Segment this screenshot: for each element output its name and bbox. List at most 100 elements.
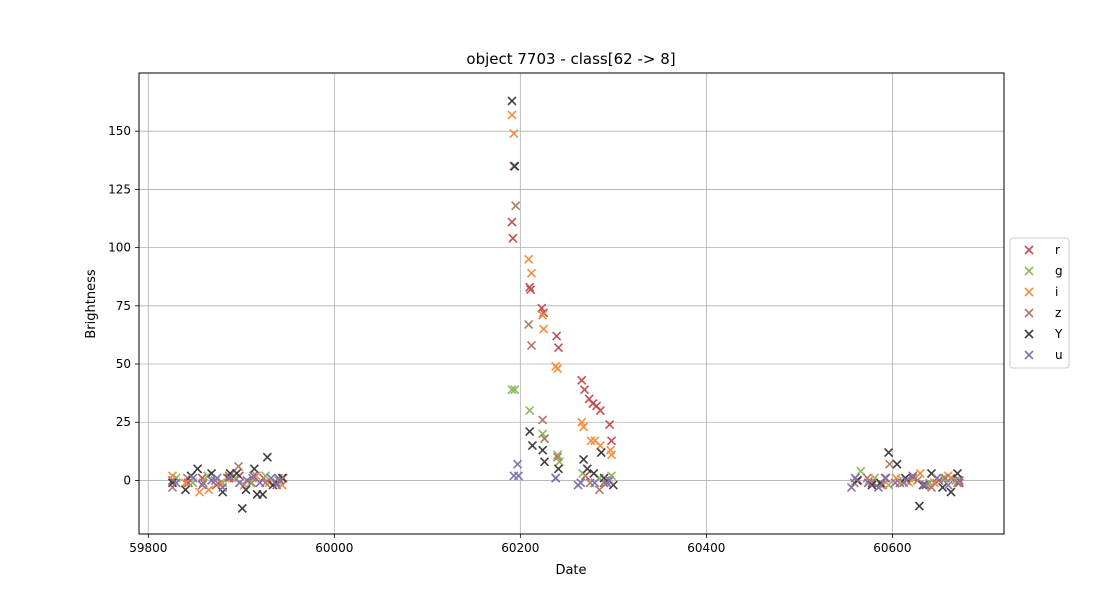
data-point-i xyxy=(507,110,517,120)
data-point-z xyxy=(198,478,208,488)
marker-stroke xyxy=(1024,308,1034,318)
data-point-i xyxy=(524,254,534,264)
marker-stroke xyxy=(590,436,600,446)
marker-stroke xyxy=(212,473,222,483)
marker-stroke xyxy=(204,485,214,495)
marker-stroke xyxy=(551,473,561,483)
marker-stroke xyxy=(507,217,517,227)
data-point-i xyxy=(526,268,537,278)
marker-stroke xyxy=(525,426,535,437)
data-point-u xyxy=(605,475,615,486)
marker-stroke xyxy=(590,478,600,488)
marker-stroke xyxy=(582,464,592,474)
legend-label-u: u xyxy=(1055,348,1063,362)
data-point-z xyxy=(233,461,244,472)
x-tick-label: 60200 xyxy=(501,541,539,555)
marker-stroke xyxy=(510,385,520,395)
marker-stroke xyxy=(507,96,517,106)
marker-stroke xyxy=(954,478,964,488)
data-point-u xyxy=(943,480,953,490)
series-g xyxy=(171,385,961,490)
y-tick-label: 75 xyxy=(116,299,131,313)
data-point-u xyxy=(850,473,860,483)
marker-stroke xyxy=(577,375,587,385)
data-point-z xyxy=(885,459,895,469)
data-point-g xyxy=(510,385,520,395)
x-tick-label: 60600 xyxy=(873,541,911,555)
marker-stroke xyxy=(247,473,258,483)
y-axis-label: Brightness xyxy=(84,269,99,338)
data-point-Y xyxy=(884,447,894,458)
marker-stroke xyxy=(926,468,937,479)
data-point-Y xyxy=(193,464,203,474)
data-point-u xyxy=(212,473,222,483)
marker-stroke xyxy=(856,466,866,476)
legend-marker-u xyxy=(1024,350,1034,360)
data-point-i xyxy=(539,324,549,334)
marker-stroke xyxy=(509,128,519,139)
x-tick-label: 60000 xyxy=(315,541,353,555)
marker-stroke xyxy=(577,417,587,427)
data-point-r xyxy=(552,331,562,341)
marker-stroke xyxy=(940,473,950,483)
marker-stroke xyxy=(1024,350,1034,360)
marker-stroke xyxy=(870,473,880,483)
data-point-u xyxy=(275,475,285,486)
data-point-u xyxy=(954,475,964,486)
marker-stroke xyxy=(234,478,245,488)
data-point-Y xyxy=(241,485,251,495)
marker-stroke xyxy=(258,489,268,499)
data-point-i xyxy=(586,436,596,446)
marker-stroke xyxy=(954,475,964,486)
marker-stroke xyxy=(180,478,191,488)
axes: 59800 60000 60200 60400 60600 0 25 50 75 100 125 15… xyxy=(108,124,911,555)
data-point-u xyxy=(512,459,523,469)
marker-stroke xyxy=(900,473,910,483)
marker-stroke xyxy=(539,457,550,467)
data-point-z xyxy=(526,340,537,350)
marker-stroke xyxy=(218,482,228,493)
legend-box xyxy=(1009,237,1070,369)
marker-stroke xyxy=(206,475,217,486)
marker-stroke xyxy=(507,385,517,395)
y-tick-label: 25 xyxy=(116,415,131,429)
series-Y xyxy=(167,96,963,513)
marker-stroke xyxy=(233,461,244,472)
marker-stroke xyxy=(513,471,524,481)
marker-stroke xyxy=(912,475,923,486)
data-point-r xyxy=(507,217,517,227)
data-point-z xyxy=(524,319,534,330)
data-point-u xyxy=(242,475,252,486)
y-tick-label: 100 xyxy=(108,241,131,255)
data-point-Y xyxy=(596,447,606,458)
data-point-Y xyxy=(527,440,538,451)
marker-stroke xyxy=(605,420,615,430)
data-point-z xyxy=(940,473,950,483)
marker-stroke xyxy=(576,478,586,488)
data-point-Y xyxy=(262,452,272,462)
data-point-Y xyxy=(167,478,178,488)
data-point-u xyxy=(890,478,900,488)
marker-stroke xyxy=(197,473,207,483)
marker-stroke xyxy=(880,473,890,483)
y-tick-label: 125 xyxy=(108,182,131,196)
marker-stroke xyxy=(538,445,548,455)
data-point-i xyxy=(552,364,563,374)
data-point-u xyxy=(901,475,911,486)
marker-stroke xyxy=(539,308,549,318)
data-point-g xyxy=(538,429,548,439)
marker-stroke xyxy=(901,475,911,486)
chart-title: object 7703 - class[62 -> 8] xyxy=(466,50,675,68)
legend-marker-i xyxy=(1024,287,1034,297)
marker-stroke xyxy=(525,406,535,416)
marker-stroke xyxy=(606,436,617,446)
marker-stroke xyxy=(552,450,563,460)
legend-marker-g xyxy=(1024,266,1034,276)
marker-stroke xyxy=(275,475,285,486)
marker-stroke xyxy=(919,480,929,490)
data-point-Y xyxy=(268,480,278,490)
marker-stroke xyxy=(867,480,877,490)
data-point-i xyxy=(239,480,249,490)
